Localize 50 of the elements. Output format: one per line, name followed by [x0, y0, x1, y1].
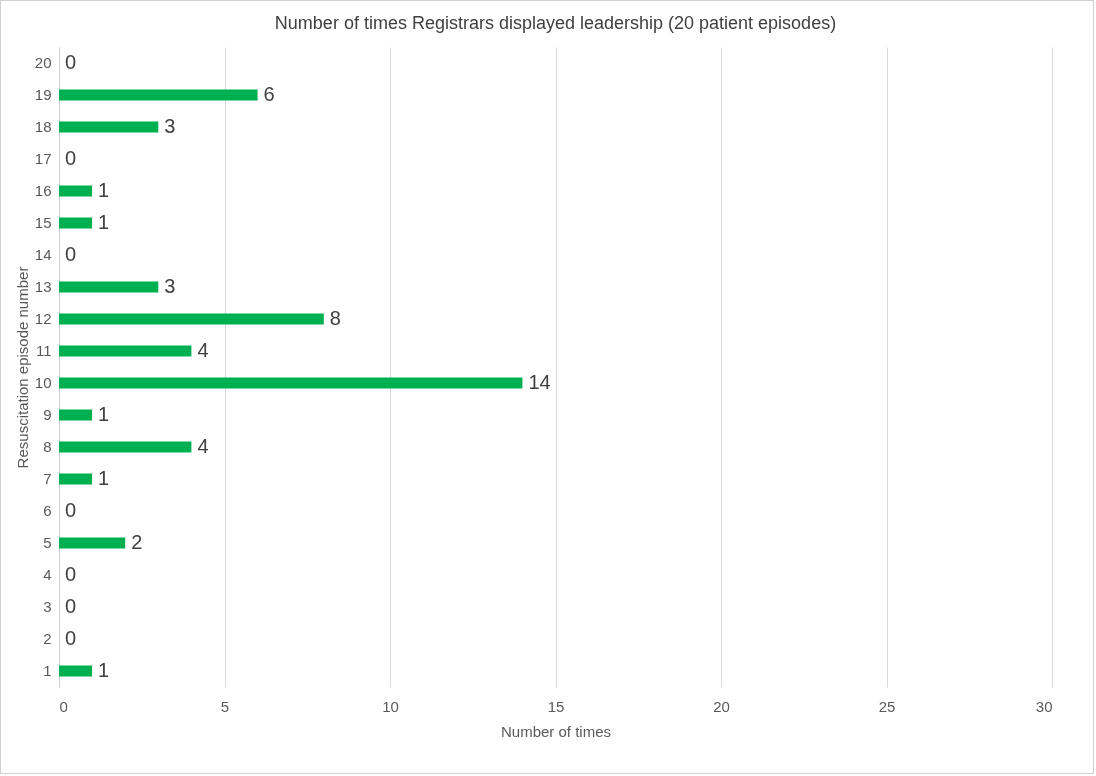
data-label: 1 — [98, 659, 110, 681]
y-tick-label: 13 — [34, 278, 52, 295]
y-tick-label: 2 — [43, 630, 52, 647]
y-tick-label: 17 — [34, 150, 52, 167]
data-label: 0 — [65, 499, 77, 521]
y-tick-label: 10 — [34, 374, 52, 391]
data-label: 2 — [131, 531, 143, 553]
data-label: 0 — [65, 147, 77, 169]
y-tick-label: 16 — [34, 182, 52, 199]
data-label: 1 — [98, 179, 110, 201]
data-label: 3 — [164, 115, 176, 137]
data-label: 0 — [65, 51, 77, 73]
y-tick-label: 7 — [43, 470, 52, 487]
x-tick-label: 20 — [713, 697, 730, 715]
y-tick-label: 5 — [43, 534, 52, 551]
x-axis-title: Number of times — [500, 722, 612, 740]
y-tick-label: 9 — [43, 406, 52, 423]
y-tick-label: 6 — [43, 502, 52, 519]
x-tick-label: 0 — [59, 697, 68, 715]
data-label: 0 — [65, 243, 77, 265]
data-label: 4 — [197, 339, 209, 361]
y-tick-label: 11 — [35, 342, 52, 359]
data-label: 1 — [98, 211, 110, 233]
y-tick-label: 18 — [34, 118, 52, 135]
data-label: 14 — [528, 371, 551, 393]
data-label: 0 — [65, 595, 77, 617]
y-tick-label: 3 — [43, 598, 52, 615]
data-label: 0 — [65, 627, 77, 649]
x-tick-label: 15 — [547, 697, 565, 715]
x-tick-label: 25 — [878, 697, 896, 715]
y-tick-label: 20 — [34, 54, 52, 71]
y-tick-label: 14 — [34, 246, 52, 263]
data-label: 1 — [98, 467, 110, 489]
x-tick-label: 10 — [382, 697, 399, 715]
y-tick-label: 1 — [43, 662, 52, 679]
data-label: 4 — [197, 435, 209, 457]
y-tick-label: 12 — [34, 310, 52, 327]
y-axis-title: Resuscitation episode number — [13, 266, 31, 469]
x-tick-label: 30 — [1035, 697, 1053, 715]
data-label: 8 — [329, 307, 341, 329]
data-label: 1 — [98, 403, 110, 425]
y-tick-label: 15 — [34, 214, 52, 231]
chart-title: Number of times Registrars displayed leadership (20 patient episodes) — [274, 13, 837, 33]
y-tick-label: 4 — [43, 566, 52, 583]
data-label: 0 — [65, 563, 77, 585]
data-label: 3 — [164, 275, 176, 297]
x-tick-label: 5 — [220, 697, 230, 715]
y-tick-label: 19 — [34, 86, 52, 103]
y-tick-label: 8 — [43, 438, 52, 455]
data-label: 6 — [263, 83, 275, 105]
